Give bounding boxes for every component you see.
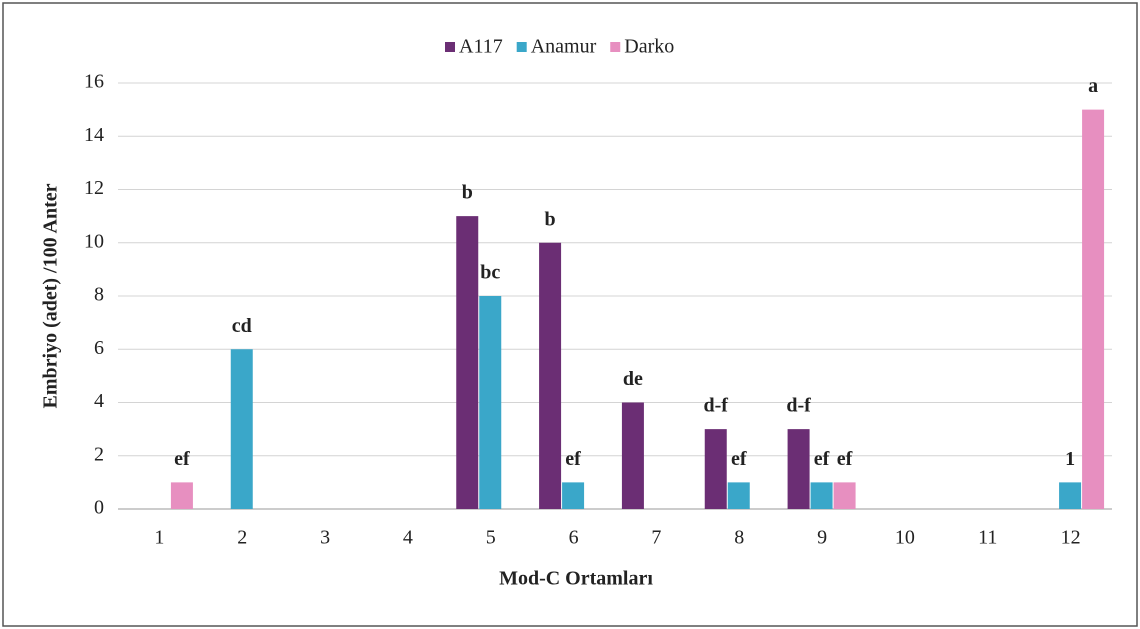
bar — [810, 482, 833, 509]
bar — [562, 482, 585, 509]
y-tick-label: 2 — [94, 443, 104, 465]
data-label: b — [545, 208, 556, 230]
legend-swatch — [445, 42, 455, 52]
x-tick-label: 9 — [817, 527, 827, 549]
data-label: cd — [232, 315, 252, 337]
y-tick-label: 4 — [94, 390, 104, 412]
data-label: ef — [731, 448, 747, 470]
x-axis-title: Mod-C Ortamları — [499, 568, 653, 590]
y-tick-label: 14 — [84, 124, 104, 146]
x-tick-label: 10 — [895, 527, 915, 549]
y-axis-title: Embriyo (adet) /100 Anter — [40, 183, 62, 408]
data-label: ef — [174, 448, 190, 470]
bar — [170, 482, 193, 509]
data-label: ef — [814, 448, 830, 470]
data-label: a — [1088, 75, 1098, 97]
x-tick-label: 5 — [486, 527, 496, 549]
data-label: bc — [480, 262, 500, 284]
bar — [456, 216, 479, 509]
bar — [727, 482, 750, 509]
y-tick-label: 6 — [94, 337, 104, 359]
x-tick-label: 3 — [320, 527, 330, 549]
bar — [230, 349, 253, 509]
x-tick-label: 12 — [1061, 527, 1081, 549]
legend-label: Darko — [624, 36, 674, 58]
x-tick-label: 8 — [734, 527, 744, 549]
data-label: 1 — [1065, 448, 1075, 470]
x-tick-label: 11 — [978, 527, 997, 549]
y-tick-label: 8 — [94, 284, 104, 306]
data-label: d-f — [704, 395, 729, 417]
bar — [833, 482, 856, 509]
bar — [1059, 482, 1082, 509]
legend-label: A117 — [459, 36, 503, 58]
x-tick-label: 7 — [651, 527, 661, 549]
legend-swatch — [610, 42, 621, 52]
bar — [539, 242, 562, 509]
bar — [1082, 109, 1105, 509]
y-tick-label: 0 — [94, 497, 104, 519]
bar — [621, 402, 644, 509]
y-tick-label: 16 — [84, 71, 104, 93]
bar — [787, 429, 810, 509]
data-label: de — [623, 368, 643, 390]
data-label: b — [462, 182, 473, 204]
bar — [479, 296, 502, 509]
data-label: ef — [565, 448, 581, 470]
x-tick-label: 6 — [569, 527, 579, 549]
x-tick-label: 1 — [154, 527, 164, 549]
legend-label: Anamur — [531, 36, 597, 58]
data-label: ef — [837, 448, 853, 470]
x-tick-label: 2 — [237, 527, 247, 549]
x-tick-label: 4 — [403, 527, 413, 549]
y-tick-label: 12 — [84, 177, 104, 199]
y-tick-label: 10 — [84, 230, 104, 252]
data-label: d-f — [786, 395, 811, 417]
legend-swatch — [516, 42, 527, 52]
bar — [704, 429, 727, 509]
